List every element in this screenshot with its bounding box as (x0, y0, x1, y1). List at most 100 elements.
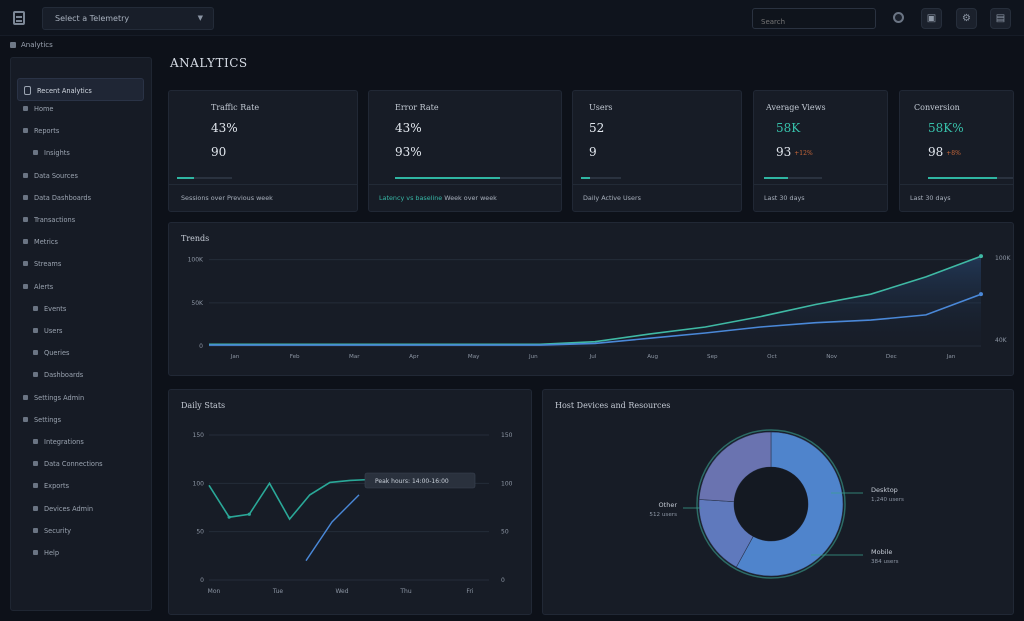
kpi-divider (369, 184, 561, 185)
daily-stats-panel: Daily Stats 0 0 50 50 100 100 150 150 Mon Tue Wed T… (168, 389, 532, 615)
trend-x-tick: Sep (707, 354, 718, 360)
trend-y-tick: 50K (191, 300, 204, 307)
kpi-divider (573, 184, 741, 185)
donut-label-desktop: Desktop (871, 486, 898, 494)
kpi-title: Conversion (914, 103, 960, 112)
kpi-progress-fill (581, 177, 590, 179)
sidebar-item-exports[interactable]: Exports (33, 482, 69, 497)
sidebar-item-label: Integrations (44, 438, 84, 446)
sidebar-item-reports[interactable]: Reports (23, 127, 59, 142)
sidebar-item-integrations[interactable]: Integrations (33, 438, 84, 453)
kpi-progress-track (928, 177, 1013, 179)
trend-panel-title: Trends (181, 234, 210, 243)
trend-x-tick: Jan (946, 354, 956, 360)
notifications-icon[interactable]: ▣ (921, 8, 942, 29)
kpi-secondary-number: 90 (211, 145, 227, 159)
status-icon[interactable] (893, 12, 904, 23)
sidebar-item-events[interactable]: Events (33, 305, 66, 320)
trend-point-unique[interactable] (979, 292, 983, 297)
daily-point[interactable] (227, 515, 231, 519)
kpi-card-users[interactable]: Users 52 9 Daily Active Users (572, 90, 742, 212)
kpi-progress-track (764, 177, 822, 179)
sidebar-item-icon (23, 239, 28, 245)
sidebar-item-settings-admin[interactable]: Settings Admin (23, 394, 84, 409)
sidebar-item-metrics[interactable]: Metrics (23, 238, 58, 253)
trend-line-total[interactable] (209, 255, 982, 346)
daily-stats-chart[interactable]: 0 0 50 50 100 100 150 150 Mon Tue Wed Thu Fri Peak ho… (169, 390, 532, 615)
sidebar-item-recent-analytics[interactable]: Recent Analytics (17, 78, 144, 101)
daily-y-tick: 150 (193, 432, 205, 439)
home-icon (10, 42, 16, 48)
search-input[interactable] (752, 8, 876, 29)
sidebar-item-queries[interactable]: Queries (33, 349, 69, 364)
kpi-secondary-value: 9 (589, 145, 597, 159)
trend-y-tick: 100K (188, 257, 204, 264)
sidebar-item-streams[interactable]: Streams (23, 260, 61, 275)
sidebar-item-label: Settings Admin (34, 393, 85, 402)
settings-icon[interactable]: ⚙ (956, 8, 977, 29)
daily-tooltip-text: Peak hours: 14:00-16:00 (375, 478, 449, 485)
app-logo-icon[interactable] (13, 11, 25, 25)
daily-line-requests[interactable] (305, 494, 360, 562)
kpi-footer: Last 30 days (764, 194, 805, 202)
trend-x-tick: Jun (528, 354, 538, 360)
sidebar-item-icon (23, 394, 28, 400)
sidebar-item-transactions[interactable]: Transactions (23, 216, 75, 231)
breadcrumb[interactable]: Analytics (10, 41, 53, 49)
trend-right-label: 40K (995, 337, 1008, 344)
sidebar-item-dashboards[interactable]: Dashboards (33, 371, 83, 386)
sidebar-item-icon (33, 505, 38, 511)
sidebar-item-insights[interactable]: Insights (33, 149, 70, 164)
sidebar-item-users[interactable]: Users (33, 327, 62, 342)
sidebar-item-data-connections[interactable]: Data Connections (33, 460, 103, 475)
sidebar-item-data-dashboards[interactable]: Data Dashboards (23, 194, 91, 209)
trend-line-unique[interactable] (209, 293, 982, 346)
kpi-card-traffic-rate[interactable]: Traffic Rate 43% 90 Sessions over Previous … (168, 90, 358, 212)
trend-chart[interactable]: 0 50K 100K Jan Feb Mar Apr May Jun Jul Aug Sep Oct No… (169, 223, 1014, 376)
sidebar-item-help[interactable]: Help (33, 549, 59, 564)
kpi-value: 43% (395, 121, 422, 135)
daily-y-tick: 0 (200, 577, 204, 584)
sidebar-item-security[interactable]: Security (33, 527, 71, 542)
devices-donut-chart[interactable]: Desktop 1,240 users Mobile 384 users Other 51… (543, 390, 1014, 615)
daily-x-tick: Fri (466, 588, 473, 595)
sidebar-item-icon (33, 350, 38, 356)
sidebar-item-home[interactable]: Home (23, 105, 53, 120)
daily-x-tick: Mon (208, 588, 221, 595)
kpi-secondary-number: 98 (928, 145, 944, 159)
kpi-card-average-views[interactable]: Average Views 58K 93 +12% Last 30 days (753, 90, 888, 212)
kpi-title: Users (589, 103, 613, 112)
daily-stats-title: Daily Stats (181, 401, 226, 410)
workspace-select[interactable]: Select a Telemetry ▼ (42, 7, 214, 30)
chevron-down-icon: ▼ (197, 14, 203, 22)
sidebar-item-icon (23, 128, 28, 134)
sidebar-item-data-sources[interactable]: Data Sources (23, 172, 78, 187)
kpi-secondary-number: 9 (589, 145, 597, 159)
donut-detail-mobile: 384 users (871, 559, 899, 565)
sidebar-item-icon (33, 150, 38, 156)
sidebar-item-label: Devices Admin (44, 504, 94, 513)
trend-x-tick: Jul (589, 354, 597, 360)
kpi-card-error-rate[interactable]: Error Rate 43% 93% Latency vs baseline Week… (368, 90, 562, 212)
user-menu-icon[interactable]: ▤ (990, 8, 1011, 29)
sidebar-item-icon (33, 328, 38, 333)
kpi-progress-track (177, 177, 232, 179)
trend-x-tick: Oct (767, 354, 777, 360)
sidebar-item-alerts[interactable]: Alerts (23, 283, 53, 298)
sidebar-item-devices-admin[interactable]: Devices Admin (33, 505, 93, 520)
top-bar: Select a Telemetry ▼ ▣ ⚙ ▤ (0, 0, 1024, 36)
kpi-secondary-number: 93% (395, 145, 422, 159)
sidebar-item-icon (33, 483, 38, 489)
daily-point[interactable] (247, 512, 251, 516)
workspace-select-label: Select a Telemetry (55, 14, 130, 23)
sidebar-item-settings[interactable]: Settings (23, 416, 61, 431)
kpi-divider (900, 184, 1013, 185)
sidebar-item-icon (23, 194, 28, 200)
sidebar-item-label: Users (44, 327, 63, 335)
sidebar-item-icon (33, 305, 38, 311)
trend-point-total[interactable] (979, 254, 983, 259)
sidebar-item-icon (33, 372, 38, 378)
kpi-title: Error Rate (395, 103, 439, 112)
kpi-card-conversion[interactable]: Conversion 58K% 98 +8% Last 30 days (899, 90, 1014, 212)
sidebar-item-label: Transactions (34, 216, 76, 224)
